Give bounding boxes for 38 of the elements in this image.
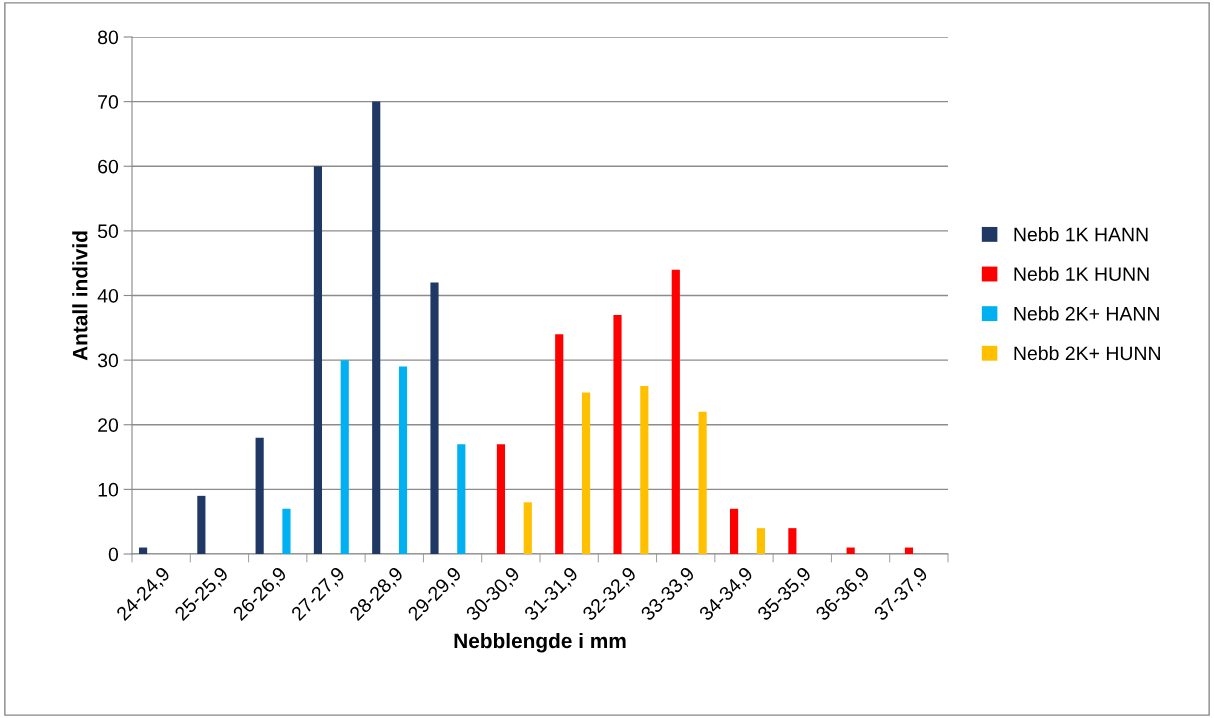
bar xyxy=(756,528,765,554)
y-tick-label: 0 xyxy=(108,547,119,562)
y-tick-label: 70 xyxy=(98,95,119,109)
bar xyxy=(255,437,264,554)
y-tick-label: 50 xyxy=(97,224,119,239)
legend-label: Nebb 2K+ HANN xyxy=(1014,306,1159,321)
bar xyxy=(671,269,680,554)
legend-label: Nebb 1K HANN xyxy=(1014,227,1148,242)
bar xyxy=(372,101,381,554)
y-tick-label: 30 xyxy=(97,353,119,368)
bar xyxy=(197,495,206,554)
bar xyxy=(313,166,323,554)
bar xyxy=(581,392,591,554)
y-tick-label: 10 xyxy=(98,482,119,497)
bar xyxy=(640,385,649,554)
y-tick-label: 80 xyxy=(98,30,119,45)
bar xyxy=(730,508,739,554)
bar xyxy=(398,366,408,554)
y-axis-title: Antall individ xyxy=(72,231,88,361)
legend-label: Nebb 1K HUNN xyxy=(1014,266,1149,281)
bar xyxy=(340,360,349,554)
x-axis-title: Nebblengde i mm xyxy=(454,632,626,653)
y-tick-label: 60 xyxy=(98,159,119,174)
bar xyxy=(496,444,506,554)
y-tick-label: 20 xyxy=(98,418,119,432)
y-tick-label: 40 xyxy=(97,288,119,303)
bar xyxy=(138,547,148,554)
bar xyxy=(457,444,466,554)
bar xyxy=(613,314,622,554)
legend-label: Nebb 2K+ HUNN xyxy=(1014,345,1160,361)
bar xyxy=(788,528,797,554)
bar xyxy=(430,282,439,554)
bar xyxy=(282,508,291,554)
bar xyxy=(555,334,564,554)
bar xyxy=(523,502,532,554)
bar xyxy=(698,411,707,554)
bar xyxy=(904,547,914,554)
bar xyxy=(846,547,855,554)
